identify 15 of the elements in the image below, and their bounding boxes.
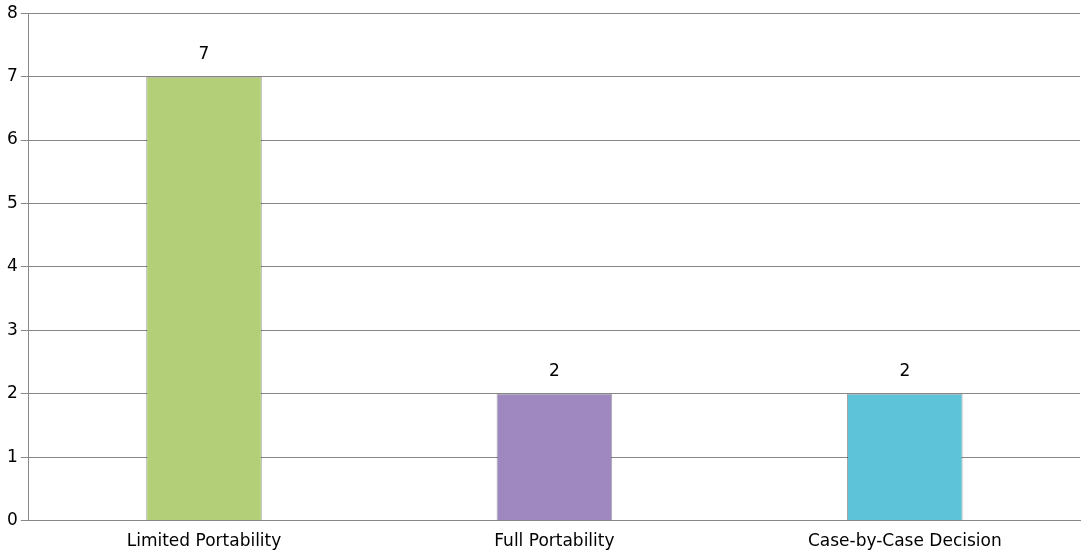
x-tick-label: Case-by-Case Decision — [807, 530, 1002, 551]
y-tick-label: 2 — [6, 382, 18, 403]
y-tick-label: 1 — [6, 445, 18, 466]
y-tick-label: 4 — [6, 255, 18, 276]
y-tick-label: 8 — [6, 1, 18, 22]
y-tick-label: 0 — [6, 509, 18, 530]
data-label: 7 — [198, 42, 210, 63]
x-tick-label: Limited Portability — [126, 530, 282, 551]
y-tick-label: 7 — [6, 65, 18, 86]
y-tick-label: 5 — [6, 191, 18, 212]
y-tick-label: 3 — [6, 318, 18, 339]
x-tick-label: Full Portability — [494, 530, 615, 551]
y-tick-label: 6 — [6, 128, 18, 149]
data-label: 2 — [899, 359, 911, 380]
data-label: 2 — [548, 359, 560, 380]
